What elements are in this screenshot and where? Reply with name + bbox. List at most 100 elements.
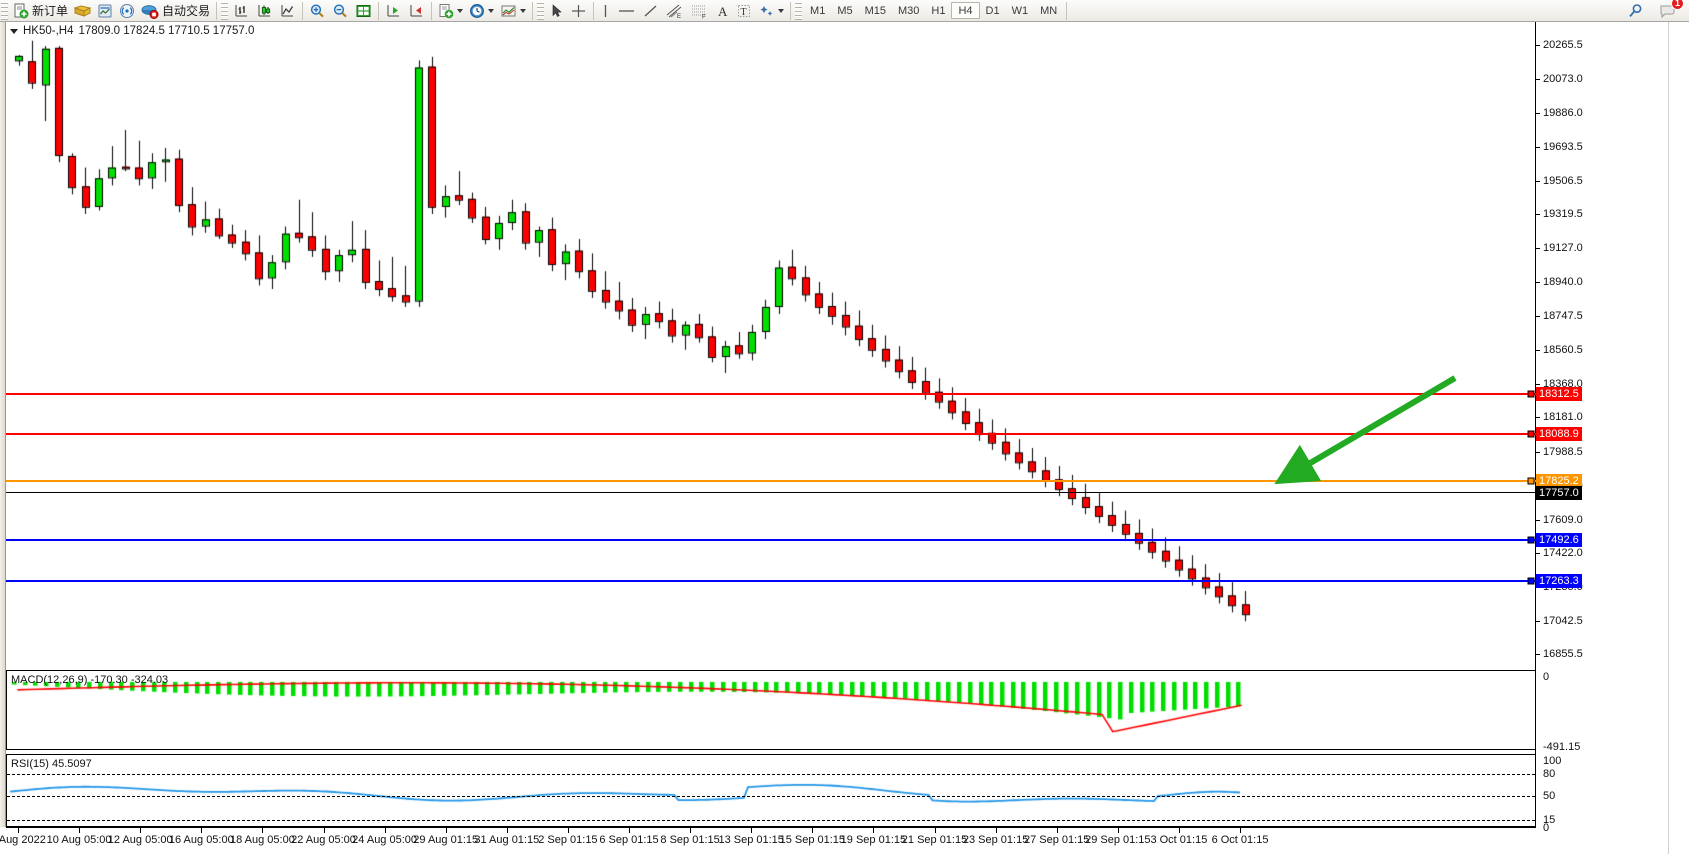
- x-axis-rule: [6, 827, 1536, 828]
- timeframe-m15[interactable]: M15: [864, 4, 886, 17]
- chart-left-rail: [0, 22, 6, 827]
- bar-chart-button[interactable]: [230, 1, 253, 21]
- text-label-button[interactable]: T: [733, 1, 755, 21]
- price-level-tag[interactable]: 17492.6: [1536, 533, 1582, 548]
- svg-text:F: F: [702, 14, 706, 19]
- chat-badge: 1: [1671, 0, 1684, 10]
- price-tick-label: 17042.5: [1543, 614, 1583, 627]
- price-level-line-support[interactable]: [6, 580, 1536, 583]
- price-level-tag[interactable]: 17263.3: [1536, 574, 1582, 589]
- timeframe-w1[interactable]: W1: [1011, 4, 1029, 17]
- market-watch-button[interactable]: [94, 1, 116, 21]
- price-level-tag[interactable]: 17825.2: [1536, 474, 1582, 489]
- periods-button[interactable]: [466, 1, 497, 21]
- price-tick: [1535, 519, 1540, 521]
- price-tick: [1535, 281, 1540, 283]
- price-tick: [1535, 45, 1540, 47]
- indicators-button[interactable]: [435, 1, 466, 21]
- time-tick: [934, 828, 936, 833]
- time-tick-label: 22 Aug 05:00: [291, 834, 356, 846]
- auto-scroll-icon: [387, 4, 400, 16]
- price-level-handle[interactable]: [1527, 390, 1535, 398]
- text-button[interactable]: A: [712, 1, 733, 21]
- symbol-ohlc: 17809.0 17824.5 17710.5 17757.0: [78, 25, 255, 37]
- timeframe-h1[interactable]: H1: [931, 4, 946, 17]
- price-level-line-current-price[interactable]: [6, 492, 1536, 494]
- price-level-handle[interactable]: [1527, 577, 1535, 585]
- timeframe-h4[interactable]: H4: [951, 2, 980, 19]
- chevron-down-icon-symbol[interactable]: [10, 28, 18, 34]
- candlestick-chart-button[interactable]: [253, 1, 276, 21]
- timeframe-m30[interactable]: M30: [898, 4, 920, 17]
- toolbar-divider-3: [378, 1, 380, 20]
- rsi-tick-0: 0: [1543, 822, 1550, 834]
- toolbar-grip-4[interactable]: [795, 1, 803, 20]
- new-order-label: 新订单: [32, 4, 69, 18]
- trendline-button[interactable]: [639, 1, 662, 21]
- timeframe-m1[interactable]: M1: [810, 4, 826, 17]
- price-tick-label: 19886.0: [1543, 106, 1583, 119]
- periods-icon: [470, 3, 484, 18]
- signals-button[interactable]: [116, 1, 138, 21]
- candlestick-chart-icon: [258, 4, 271, 16]
- price-tick-label: 19127.0: [1543, 242, 1583, 255]
- time-tick: [812, 828, 814, 833]
- auto-trading-button[interactable]: 自动交易: [138, 1, 213, 21]
- auto-scroll-button[interactable]: [382, 1, 405, 21]
- price-tick-label: 19319.5: [1543, 208, 1583, 221]
- chart-shift-button[interactable]: [405, 1, 428, 21]
- price-level-tag[interactable]: 17757.0: [1536, 486, 1582, 501]
- price-level-line-entry[interactable]: [6, 480, 1536, 483]
- price-level-line-support[interactable]: [6, 539, 1536, 542]
- fibonacci-button[interactable]: F: [687, 1, 712, 21]
- vertical-line-button[interactable]: [597, 1, 614, 21]
- price-tick-label: 18181.0: [1543, 411, 1583, 424]
- price-tick-label: 16855.5: [1543, 648, 1583, 661]
- rsi-panel[interactable]: [6, 754, 1536, 827]
- time-tick: [690, 828, 692, 833]
- chart-area[interactable]: HK50-,H4 17809.0 17824.5 17710.5 17757.0…: [0, 22, 1689, 854]
- time-tick: [201, 828, 203, 833]
- time-tick-label: 31 Aug 01:15: [474, 834, 540, 846]
- macd-panel[interactable]: [6, 670, 1536, 750]
- timeframe-m5[interactable]: M5: [837, 4, 853, 17]
- time-tick: [140, 828, 142, 833]
- new-order-button[interactable]: 新订单: [10, 1, 71, 21]
- horizontal-line-button[interactable]: [614, 1, 639, 21]
- zoom-in-button[interactable]: [306, 1, 329, 21]
- toolbar-grip-2[interactable]: [221, 1, 229, 20]
- price-tick-label: 18560.5: [1543, 343, 1583, 356]
- new-order-icon: [14, 3, 29, 18]
- zoom-out-button[interactable]: [329, 1, 352, 21]
- price-tick: [1535, 417, 1540, 419]
- toolbar-grip-3[interactable]: [537, 1, 545, 20]
- price-tick: [1535, 451, 1540, 453]
- time-tick: [506, 828, 508, 833]
- toolbar-grip[interactable]: [1, 1, 8, 20]
- chat-button[interactable]: 1: [1656, 0, 1684, 21]
- timeframe-mn[interactable]: MN: [1040, 4, 1058, 17]
- timeframe-d1[interactable]: D1: [985, 4, 1000, 17]
- price-level-tag[interactable]: 18088.9: [1536, 426, 1582, 441]
- crosshair-button[interactable]: [567, 1, 590, 21]
- price-tick: [1535, 384, 1540, 386]
- price-tick: [1535, 112, 1540, 114]
- price-level-handle[interactable]: [1527, 477, 1535, 485]
- cursor-button[interactable]: [546, 1, 567, 21]
- objects-button[interactable]: [755, 1, 787, 21]
- price-level-tag[interactable]: 18312.5: [1536, 387, 1582, 401]
- search-button[interactable]: [1624, 1, 1647, 21]
- price-level-line-resistance[interactable]: [6, 432, 1536, 435]
- line-chart-button[interactable]: [276, 1, 299, 21]
- time-tick-label: 12 Aug 05:00: [107, 834, 173, 846]
- equidistant-channel-button[interactable]: E: [662, 1, 687, 21]
- templates-button[interactable]: [497, 1, 529, 21]
- time-tick-label: 24 Aug 05:00: [352, 834, 418, 846]
- price-level-line-resistance[interactable]: [6, 393, 1536, 395]
- folder-icon: [74, 4, 92, 17]
- expert-advisors-button[interactable]: [71, 1, 94, 21]
- tile-windows-button[interactable]: [352, 1, 375, 21]
- time-tick: [873, 828, 875, 833]
- price-level-handle[interactable]: [1527, 536, 1535, 544]
- price-level-handle[interactable]: [1527, 430, 1535, 438]
